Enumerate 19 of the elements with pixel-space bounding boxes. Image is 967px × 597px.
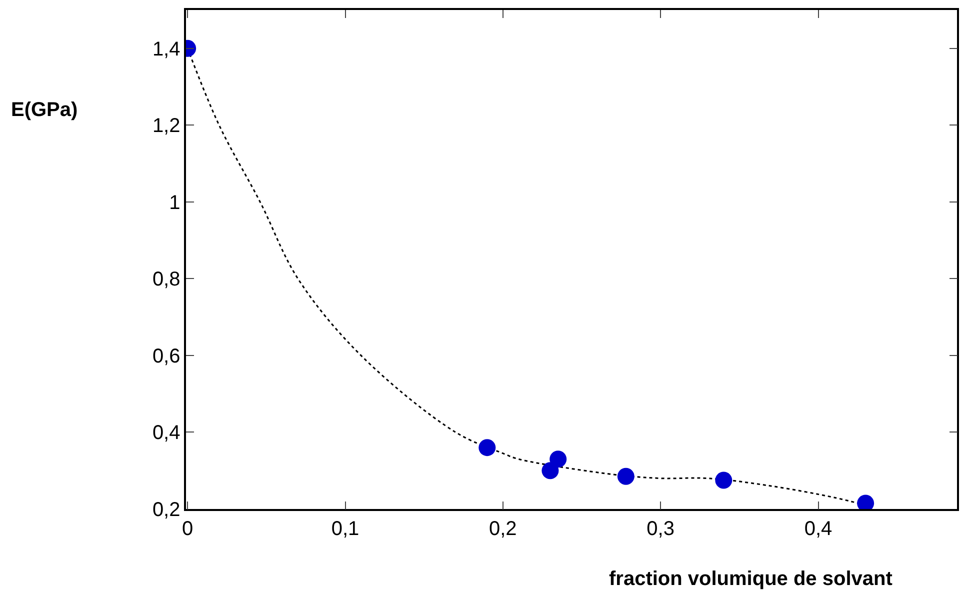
x-tick-label: 0,1 (331, 518, 360, 540)
point (550, 450, 567, 468)
point (478, 439, 496, 456)
y-axis-title: E(GPa) (11, 99, 78, 121)
x-axis-title: fraction volumique de solvant (609, 568, 893, 590)
point (715, 472, 732, 489)
y-tick-label: 0,8 (152, 268, 180, 291)
point (542, 462, 559, 480)
y-tick-label: 0,2 (152, 499, 180, 521)
y-tick-label: 1,4 (152, 38, 180, 60)
point (617, 468, 634, 485)
y-tick-label: 1 (169, 192, 180, 214)
y-tick-label: 0,6 (152, 345, 180, 368)
x-tick-label: 0,4 (804, 518, 832, 540)
x-tick-label: 0,3 (646, 518, 674, 540)
y-tick-label: 1,2 (152, 115, 180, 138)
x-tick-label: 0,2 (489, 518, 517, 540)
y-tick-label: 0,4 (152, 422, 180, 444)
x-tick-label: 0 (182, 518, 194, 540)
